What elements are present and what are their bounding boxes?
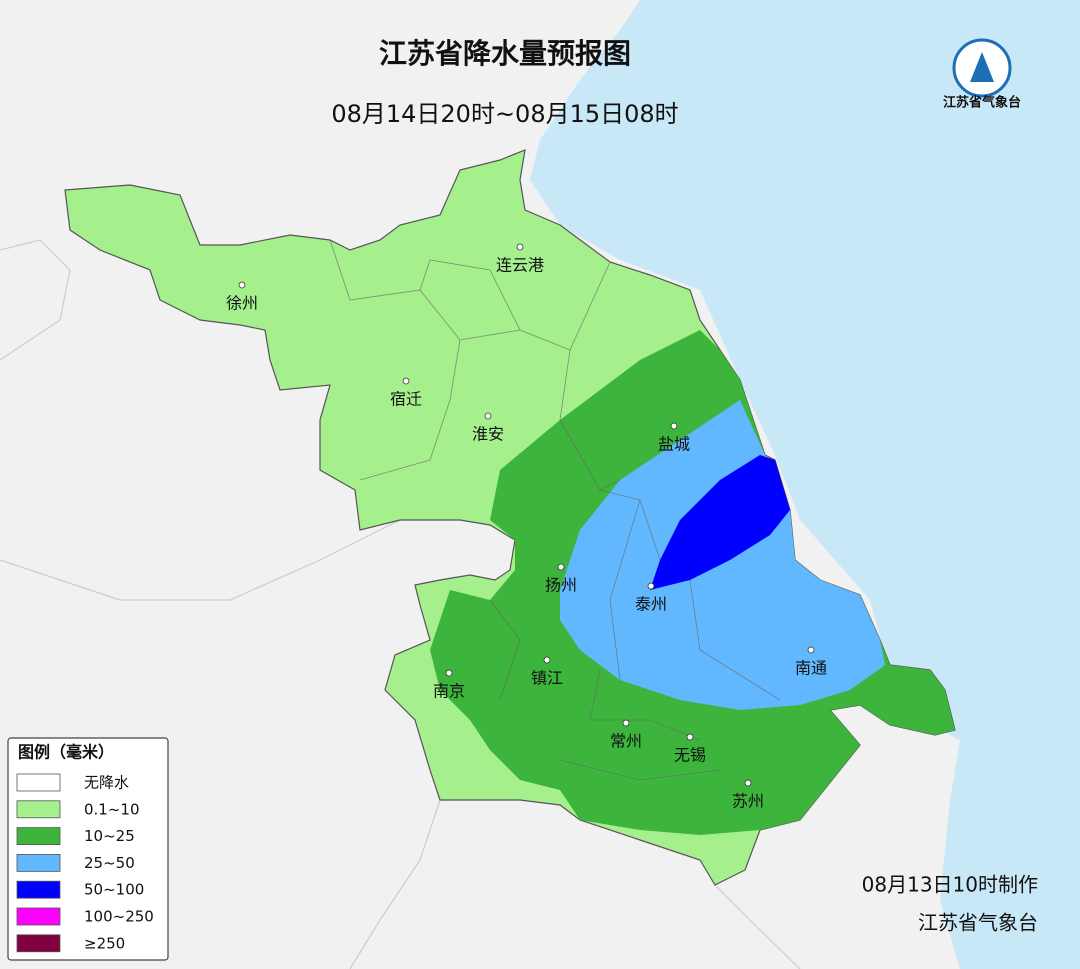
city-label: 宿迁	[390, 390, 422, 409]
city-dot	[402, 377, 410, 385]
city-label: 淮安	[472, 425, 504, 444]
legend-label: 100~250	[84, 908, 154, 926]
logo-tower	[970, 52, 994, 82]
city-dot	[670, 422, 678, 430]
city-dot	[807, 646, 815, 654]
footer-made: 08月13日10时制作	[862, 873, 1038, 897]
city-dot	[484, 412, 492, 420]
legend: 无降水 0.1~10 10~25 25~50 50~100 100~250 ≥250	[16, 773, 154, 953]
city-label: 连云港	[496, 256, 544, 275]
city-label: 徐州	[226, 294, 258, 313]
legend-label: 50~100	[84, 881, 144, 899]
city-dot	[744, 779, 752, 787]
city-label: 盐城	[658, 435, 690, 454]
legend-title: 图例（毫米）	[18, 743, 114, 762]
logo-text: 江苏省气象台	[943, 95, 1021, 111]
legend-swatch	[16, 827, 61, 845]
city-dot	[557, 563, 565, 571]
city-label: 扬州	[545, 576, 577, 595]
legend-swatch	[16, 854, 61, 872]
city-label: 无锡	[674, 746, 706, 765]
legend-label: ≥250	[84, 934, 125, 952]
logo: 江苏省气象台	[943, 38, 1021, 111]
city-label: 镇江	[531, 669, 563, 688]
legend-swatch	[16, 880, 61, 899]
city-dot	[516, 243, 524, 251]
borders	[0, 239, 801, 969]
city-dot	[238, 281, 246, 289]
city-label: 常州	[610, 732, 642, 751]
city-dot	[686, 733, 694, 741]
rain-zone-storm	[650, 455, 790, 590]
subtitle: 08月14日20时~08月15日08时	[331, 100, 678, 128]
legend-label: 25~50	[84, 854, 135, 872]
city-dot	[543, 656, 551, 664]
city-label: 南通	[795, 659, 827, 678]
city-label: 苏州	[732, 792, 764, 811]
legend-label: 0.1~10	[84, 800, 140, 818]
legend-swatch	[16, 800, 61, 819]
legend-swatch	[16, 934, 61, 953]
city-label: 泰州	[635, 595, 667, 614]
legend-swatch	[16, 907, 61, 926]
title: 江苏省降水量预报图	[379, 37, 631, 70]
legend-label: 无降水	[84, 774, 129, 792]
city-dot	[622, 719, 630, 727]
footer-org: 江苏省气象台	[918, 911, 1038, 935]
city-borders	[329, 239, 781, 781]
legend-box	[7, 737, 169, 961]
city-dot	[445, 669, 453, 677]
city-dot	[647, 582, 655, 590]
legend-label: 10~25	[84, 827, 135, 845]
legend-swatch	[16, 773, 61, 792]
city-label: 南京	[433, 682, 465, 701]
